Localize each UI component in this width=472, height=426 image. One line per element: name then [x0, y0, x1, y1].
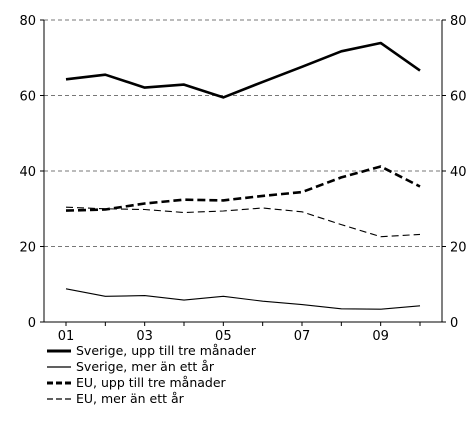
y-axis-right: 0 20 40 60 80: [442, 14, 467, 331]
legend-item-eu-upp-till-tre: EU, upp till tre månader: [46, 375, 256, 391]
series-line-4: [65, 206, 421, 238]
gridlines: [44, 19, 442, 247]
y-tick-label-right: 20: [450, 241, 467, 256]
series-lines: [65, 41, 421, 310]
legend: Sverige, upp till tre månader Sverige, m…: [46, 343, 256, 407]
legend-swatch-solid-thin: [47, 366, 71, 368]
legend-item-sverige-mer-an-ett-ar: Sverige, mer än ett år: [46, 359, 256, 375]
series-line-2: [65, 288, 421, 310]
legend-label: EU, mer än ett år: [76, 391, 184, 406]
legend-item-sverige-upp-till-tre: Sverige, upp till tre månader: [46, 343, 256, 359]
series-line-3: [65, 165, 421, 212]
legend-label: Sverige, upp till tre månader: [76, 343, 256, 358]
x-tick-label: 09: [372, 329, 389, 340]
y-tick-label-left: 60: [19, 90, 36, 105]
y-tick-label-left: 20: [19, 241, 36, 256]
x-tick-label: 01: [58, 329, 75, 340]
y-axis-left: 0 20 40 60 80: [19, 14, 44, 331]
legend-swatch-dashed-thick: [47, 381, 71, 385]
series-line-1: [65, 41, 421, 99]
x-tick-label: 03: [136, 329, 153, 340]
y-tick-label-left: 80: [19, 14, 36, 29]
x-axis: 01 03 05 07 09: [58, 322, 421, 340]
legend-item-eu-mer-an-ett-ar: EU, mer än ett år: [46, 391, 256, 407]
legend-swatch-dashed-thin: [47, 398, 71, 400]
y-tick-label-right: 60: [450, 90, 467, 105]
y-tick-label-right: 80: [450, 14, 467, 29]
y-tick-label-right: 40: [450, 165, 467, 180]
x-tick-label: 07: [294, 329, 311, 340]
y-tick-label-left: 0: [28, 316, 36, 331]
legend-label: Sverige, mer än ett år: [76, 359, 215, 374]
y-tick-label-right: 0: [450, 316, 458, 331]
legend-label: EU, upp till tre månader: [76, 375, 226, 390]
line-chart: 0 20 40 60 80 0 20 40 60 80 01 03 05 07 09: [19, 14, 467, 340]
x-tick-label: 05: [215, 329, 232, 340]
y-tick-label-left: 40: [19, 165, 36, 180]
legend-swatch-solid-thick: [47, 349, 71, 353]
